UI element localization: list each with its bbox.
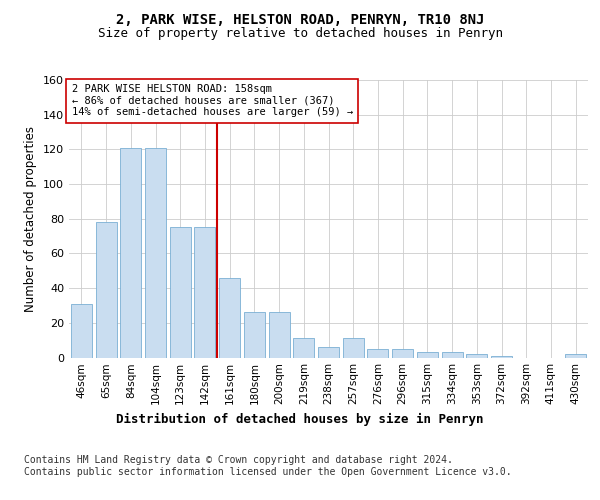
- Bar: [219, 278, 240, 357]
- Text: 2, PARK WISE, HELSTON ROAD, PENRYN, TR10 8NJ: 2, PARK WISE, HELSTON ROAD, PENRYN, TR10…: [116, 12, 484, 26]
- Bar: [466, 354, 487, 358]
- Bar: [194, 228, 215, 358]
- Bar: [442, 352, 463, 358]
- Bar: [120, 148, 141, 358]
- Bar: [367, 349, 388, 358]
- Bar: [318, 347, 339, 358]
- Bar: [71, 304, 92, 358]
- Text: Size of property relative to detached houses in Penryn: Size of property relative to detached ho…: [97, 28, 503, 40]
- Text: Contains HM Land Registry data © Crown copyright and database right 2024.
Contai: Contains HM Land Registry data © Crown c…: [24, 455, 512, 476]
- Bar: [491, 356, 512, 358]
- Bar: [343, 338, 364, 357]
- Bar: [95, 222, 116, 358]
- Bar: [293, 338, 314, 357]
- Bar: [417, 352, 438, 358]
- Bar: [269, 312, 290, 358]
- Bar: [145, 148, 166, 358]
- Bar: [392, 349, 413, 358]
- Y-axis label: Number of detached properties: Number of detached properties: [25, 126, 37, 312]
- Text: Distribution of detached houses by size in Penryn: Distribution of detached houses by size …: [116, 412, 484, 426]
- Text: 2 PARK WISE HELSTON ROAD: 158sqm
← 86% of detached houses are smaller (367)
14% : 2 PARK WISE HELSTON ROAD: 158sqm ← 86% o…: [71, 84, 353, 117]
- Bar: [565, 354, 586, 358]
- Bar: [170, 228, 191, 358]
- Bar: [244, 312, 265, 358]
